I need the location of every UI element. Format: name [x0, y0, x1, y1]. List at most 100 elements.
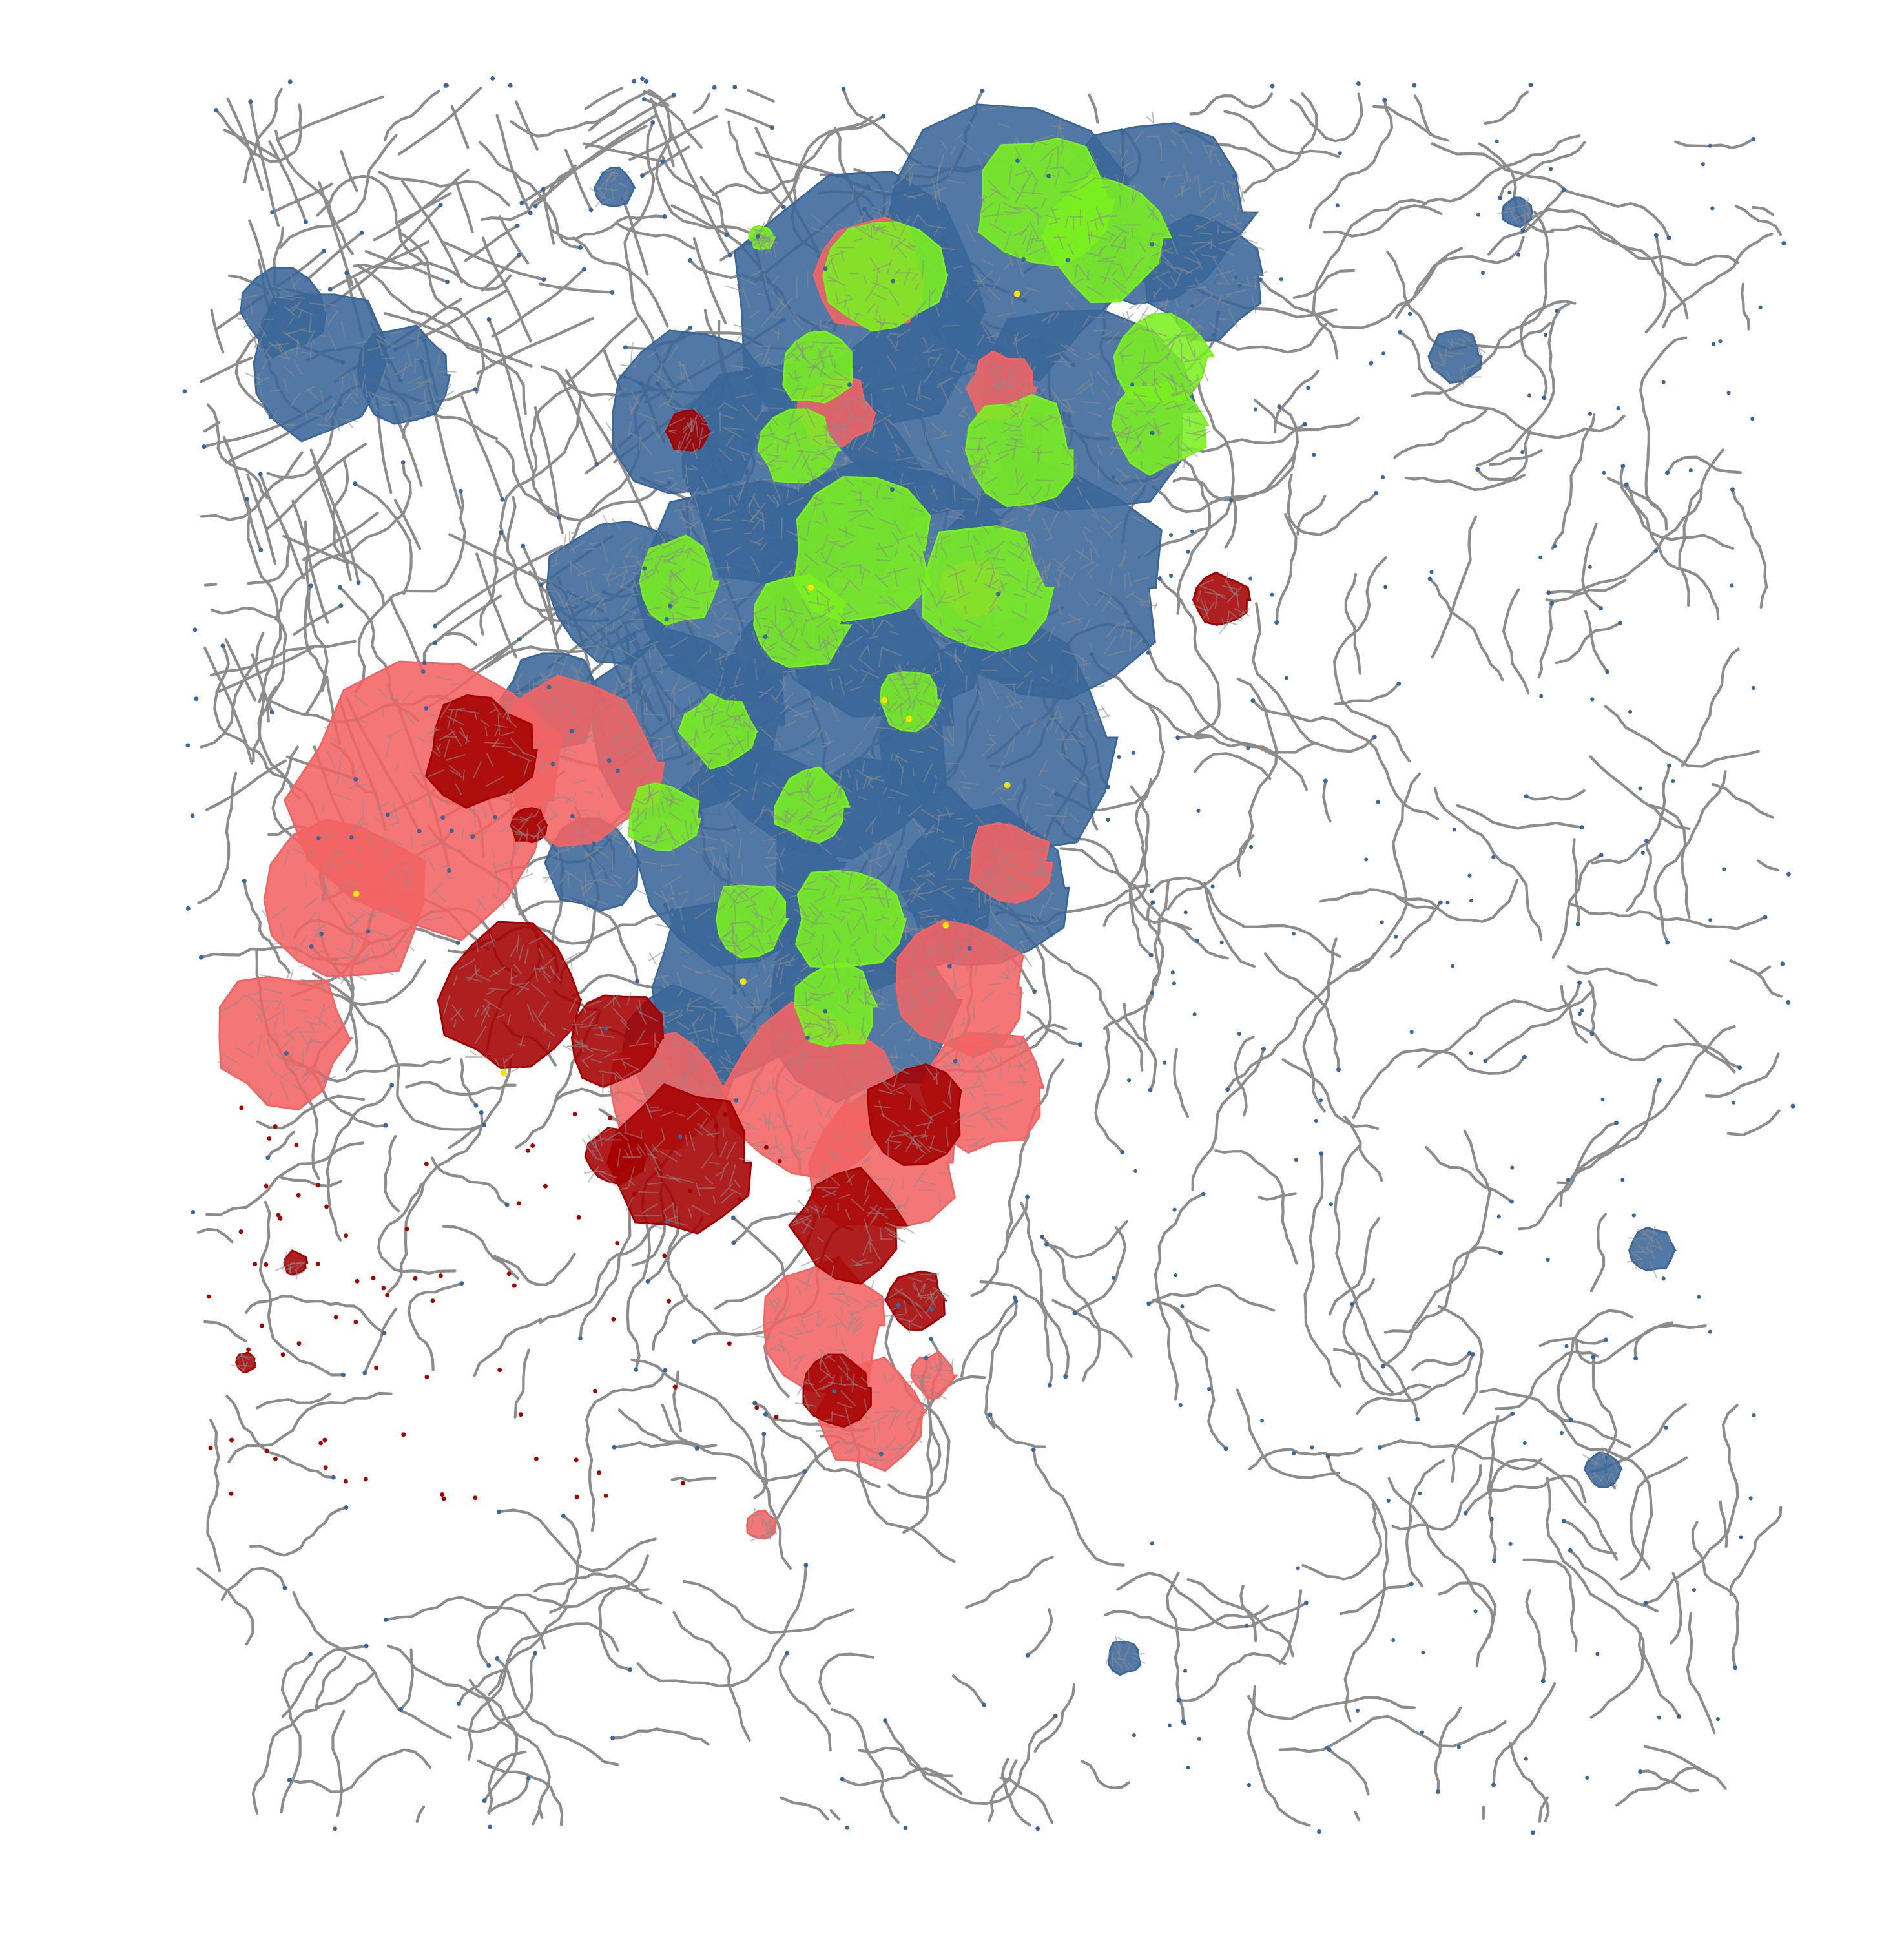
road-segment	[1226, 952, 1377, 1091]
street-hatch	[838, 1284, 849, 1302]
street-hatch	[874, 1410, 896, 1413]
street-hatch	[701, 359, 706, 366]
street-hatch	[277, 1052, 289, 1058]
road-segment	[1165, 1571, 1185, 1723]
street-hatch	[1131, 515, 1143, 523]
street-hatch	[494, 860, 513, 868]
dark-red-cluster	[787, 1166, 909, 1285]
street-hatch	[1208, 240, 1217, 249]
street-hatch	[931, 508, 940, 513]
street-hatch	[771, 694, 778, 703]
street-hatch	[404, 713, 415, 724]
street-hatch	[261, 910, 269, 919]
road-segment	[1032, 1448, 1125, 1567]
street-hatch	[1062, 617, 1084, 625]
street-hatch	[884, 619, 895, 629]
street-hatch	[759, 691, 769, 694]
street-hatch	[1221, 231, 1233, 233]
street-hatch	[703, 1175, 714, 1185]
street-hatch	[1611, 1474, 1617, 1486]
street-hatch	[977, 158, 983, 167]
street-hatch	[907, 1016, 918, 1034]
road-segment	[1644, 1404, 1739, 1605]
street-hatch	[1004, 863, 1021, 871]
road-segment	[611, 1727, 710, 1746]
street-hatch	[897, 1203, 901, 1211]
street-hatch	[912, 818, 926, 833]
street-hatch	[941, 953, 951, 963]
street-hatch	[1152, 112, 1155, 123]
street-hatch	[1048, 511, 1059, 531]
street-hatch	[864, 1134, 872, 1149]
street-hatch	[386, 937, 397, 958]
street-hatch	[378, 964, 394, 975]
road-segment	[1729, 959, 1783, 998]
street-hatch	[492, 969, 499, 975]
street-hatch	[918, 862, 931, 870]
road-segment	[1431, 142, 1671, 240]
street-hatch	[572, 779, 587, 785]
road-segment	[1039, 942, 1144, 1072]
street-hatch	[736, 276, 757, 286]
street-hatch	[1084, 707, 1105, 715]
street-hatch	[971, 879, 991, 888]
road-segment	[1327, 1748, 1370, 1796]
street-hatch	[1066, 729, 1077, 743]
street-hatch	[1431, 360, 1443, 373]
street-hatch	[990, 851, 997, 860]
street-hatch	[600, 198, 612, 205]
street-hatch	[885, 1130, 894, 1144]
road-segment	[1000, 1758, 1032, 1827]
street-hatch	[936, 816, 940, 833]
street-hatch	[306, 849, 316, 855]
street-hatch	[657, 363, 663, 383]
street-hatch	[742, 404, 758, 422]
street-hatch	[1212, 213, 1222, 219]
street-hatch	[776, 1156, 791, 1160]
street-hatch	[291, 1045, 295, 1058]
road-segment	[544, 589, 560, 652]
street-hatch	[628, 401, 632, 411]
street-hatch	[712, 1195, 716, 1204]
road-segment	[1378, 1439, 1543, 1471]
street-hatch	[452, 708, 459, 724]
street-hatch	[771, 781, 780, 789]
street-hatch	[670, 675, 681, 696]
street-hatch	[438, 796, 450, 806]
road-segment	[400, 180, 464, 284]
street-hatch	[1089, 382, 1095, 395]
street-hatch	[909, 749, 924, 753]
street-hatch	[1590, 1463, 1599, 1466]
road-segment	[203, 647, 253, 765]
street-hatch	[678, 485, 691, 496]
street-hatch	[976, 936, 985, 947]
street-hatch	[1218, 247, 1236, 256]
street-hatch	[817, 727, 823, 737]
street-hatch	[626, 992, 632, 1006]
street-hatch	[617, 717, 631, 733]
street-hatch	[1121, 163, 1128, 184]
road-segment	[780, 1796, 829, 1821]
street-hatch	[767, 1346, 777, 1353]
street-hatch	[816, 1311, 820, 1326]
street-hatch	[861, 1154, 871, 1166]
street-hatch	[874, 1105, 891, 1109]
street-hatch	[948, 167, 953, 176]
street-hatch	[870, 1391, 880, 1394]
road-segment	[292, 1591, 452, 1740]
street-hatch	[945, 806, 952, 818]
street-hatch	[727, 975, 737, 988]
street-hatch	[380, 370, 386, 384]
road-segment	[422, 632, 478, 665]
road-segment	[1296, 494, 1327, 536]
street-hatch	[247, 1039, 256, 1047]
street-hatch	[555, 684, 567, 689]
road-segment	[1575, 1321, 1674, 1365]
road-segment	[1502, 588, 1530, 694]
street-hatch	[258, 373, 260, 386]
street-hatch	[660, 1079, 672, 1085]
street-hatch	[1641, 1245, 1654, 1254]
street-hatch	[1209, 297, 1230, 306]
street-hatch	[986, 729, 991, 736]
street-hatch	[994, 1032, 1004, 1044]
